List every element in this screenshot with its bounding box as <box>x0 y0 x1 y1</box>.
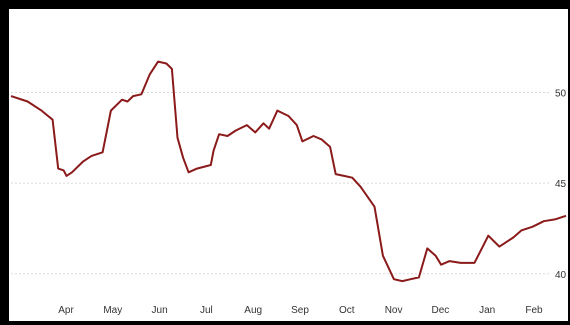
series-line <box>10 60 567 283</box>
x-tick-label: Jul <box>200 305 213 316</box>
y-tick-label: 40 <box>555 270 567 281</box>
y-tick-label: 50 <box>555 88 567 99</box>
x-tick-label: Jun <box>152 305 168 316</box>
y-axis-labels: 40 45 50 <box>555 88 567 280</box>
x-tick-label: Jan <box>479 305 495 316</box>
x-tick-label: Aug <box>244 305 262 316</box>
x-tick-label: Sep <box>291 305 309 316</box>
grid-layer <box>11 91 549 275</box>
line-chart: Apr May Jun Jul Aug Sep Oct Nov Dec Jan Feb 40 45 50 <box>10 60 567 316</box>
line-layer <box>10 60 567 283</box>
x-tick-label: Dec <box>432 305 450 316</box>
x-tick-label: Nov <box>385 305 403 316</box>
x-tick-label: Feb <box>525 305 543 316</box>
chart-frame: Apr May Jun Jul Aug Sep Oct Nov Dec Jan Feb 40 45 50 <box>9 9 568 321</box>
x-tick-label: May <box>103 305 122 316</box>
x-tick-label: Apr <box>58 305 74 316</box>
y-tick-label: 45 <box>555 179 567 190</box>
x-tick-label: Oct <box>339 305 355 316</box>
x-axis-labels: Apr May Jun Jul Aug Sep Oct Nov Dec Jan Feb <box>58 305 543 316</box>
